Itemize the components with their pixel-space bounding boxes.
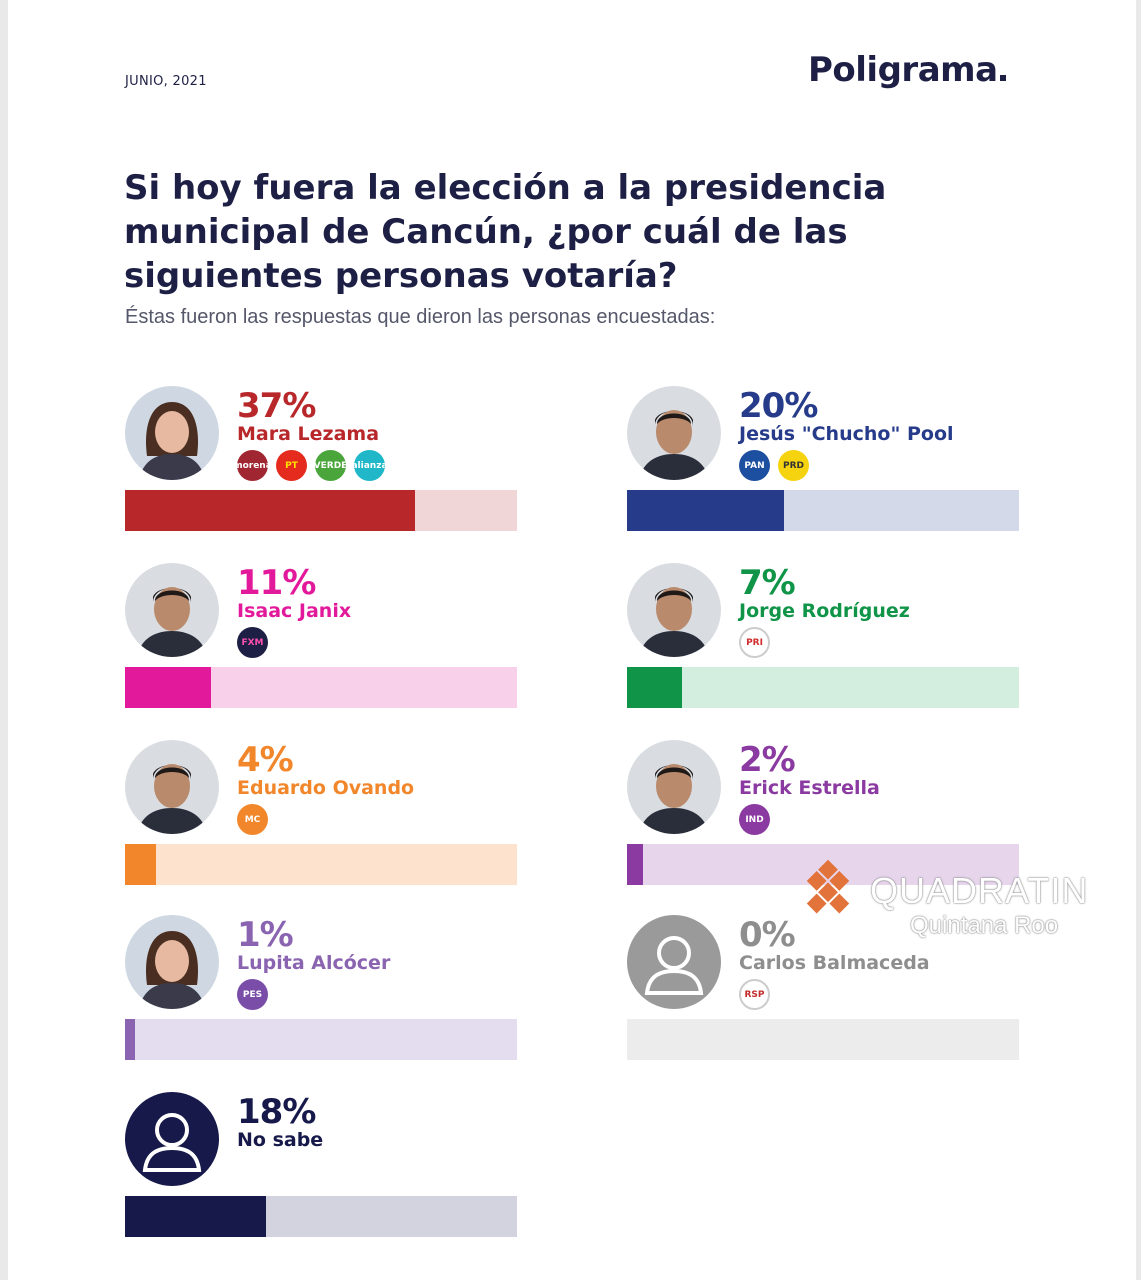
data-label: 18% [237,1092,316,1132]
category-label: Lupita Alcócer [237,952,391,974]
category-label: Isaac Janix [237,600,352,622]
candidate-card: 1% Lupita Alcócer PES [125,915,517,1065]
bar [125,1196,267,1237]
pt-logo-icon: PT [276,450,307,481]
candidate-photo [125,563,219,657]
category-label: Carlos Balmaceda [739,952,930,974]
category-label: Jorge Rodríguez [739,600,910,622]
candidate-card: 7% Jorge Rodríguez PRI [627,563,1019,713]
bar [125,844,157,885]
bar-track [627,490,1019,531]
pri-logo-icon: PRI [739,627,770,658]
category-label: Jesús "Chucho" Pool [739,423,954,445]
candidate-photo [125,740,219,834]
bar [627,844,643,885]
party-logos: PRI [739,627,770,658]
party-logos: IND [739,804,770,835]
party-logos: morena PT VERDE alianza [237,450,385,481]
watermark-line1: QUADRATIN [870,870,1089,911]
data-label: 0% [739,915,796,955]
bar [125,490,416,531]
data-label: 20% [739,386,818,426]
watermark-line2: Quintana Roo [910,912,1059,939]
party-logos: RSP [739,979,770,1010]
candidate-card: 18% No sabe [125,1092,517,1242]
brand-dot-icon [999,75,1006,81]
candidate-card: 37%Mara Lezama morena PT VERDE alianza [125,386,517,536]
data-label: 1% [237,915,294,955]
pan-logo-icon: PAN [739,450,770,481]
page-subtitle: Éstas fueron las respuestas que dieron l… [125,306,716,328]
bar-track [125,1196,517,1237]
candidate-photo [627,740,721,834]
data-label: 37% [237,386,316,426]
party-logos: PES [237,979,268,1010]
date-label: JUNIO, 2021 [125,74,207,89]
candidate-photo [627,386,721,480]
candidate-card: 20% Jesús "Chucho" Pool PAN PRD [627,386,1019,536]
bar-track [125,1019,517,1060]
candidate-card: 4% Eduardo Ovando MC [125,740,517,890]
candidate-card: 2% Erick Estrella IND [627,740,1019,890]
category-label: Eduardo Ovando [237,777,415,799]
data-label: 11% [237,563,316,603]
infographic-page: JUNIO, 2021 Poligrama Si hoy fuera la el… [8,0,1136,1280]
bar-track [125,667,517,708]
candidate-photo [627,563,721,657]
bar-track [125,490,517,531]
bar [125,1019,135,1060]
bar [125,667,212,708]
data-label: 4% [237,740,294,780]
user-placeholder-icon [627,915,721,1009]
party-logos: MC [237,804,268,835]
category-label: No sabe [237,1129,324,1151]
candidate-card: 0% Carlos Balmaceda RSP [627,915,1019,1065]
page-title: Si hoy fuera la elección a la presidenci… [124,168,887,296]
brand-logo: Poligrama [808,50,1006,90]
candidate-photo [125,386,219,480]
bar-track [627,1019,1019,1060]
data-label: 2% [739,740,796,780]
nueva-alianza-logo-icon: alianza [354,450,385,481]
category-label: Mara Lezama [237,423,380,445]
candidate-photo [125,915,219,1009]
party-logos: PAN PRD [739,450,809,481]
morena-logo-icon: morena [237,450,268,481]
pes-logo-icon: PES [237,979,268,1010]
bar [627,490,784,531]
party-logos: FXM [237,627,268,658]
bar-track [125,844,517,885]
prd-logo-icon: PRD [778,450,809,481]
rsp-logo-icon: RSP [739,979,770,1010]
brand-name: Poligrama [808,50,998,90]
category-label: Erick Estrella [739,777,880,799]
user-placeholder-icon [125,1092,219,1186]
fuerza-por-mexico-logo-icon: FXM [237,627,268,658]
candidate-card: 11% Isaac Janix FXM [125,563,517,713]
independiente-logo-icon: IND [739,804,770,835]
bar-track [627,667,1019,708]
data-label: 7% [739,563,796,603]
movimiento-ciudadano-logo-icon: MC [237,804,268,835]
watermark-text: QUADRATIN Quintana Roo [870,870,1088,940]
bar [627,667,682,708]
verde-logo-icon: VERDE [315,450,346,481]
